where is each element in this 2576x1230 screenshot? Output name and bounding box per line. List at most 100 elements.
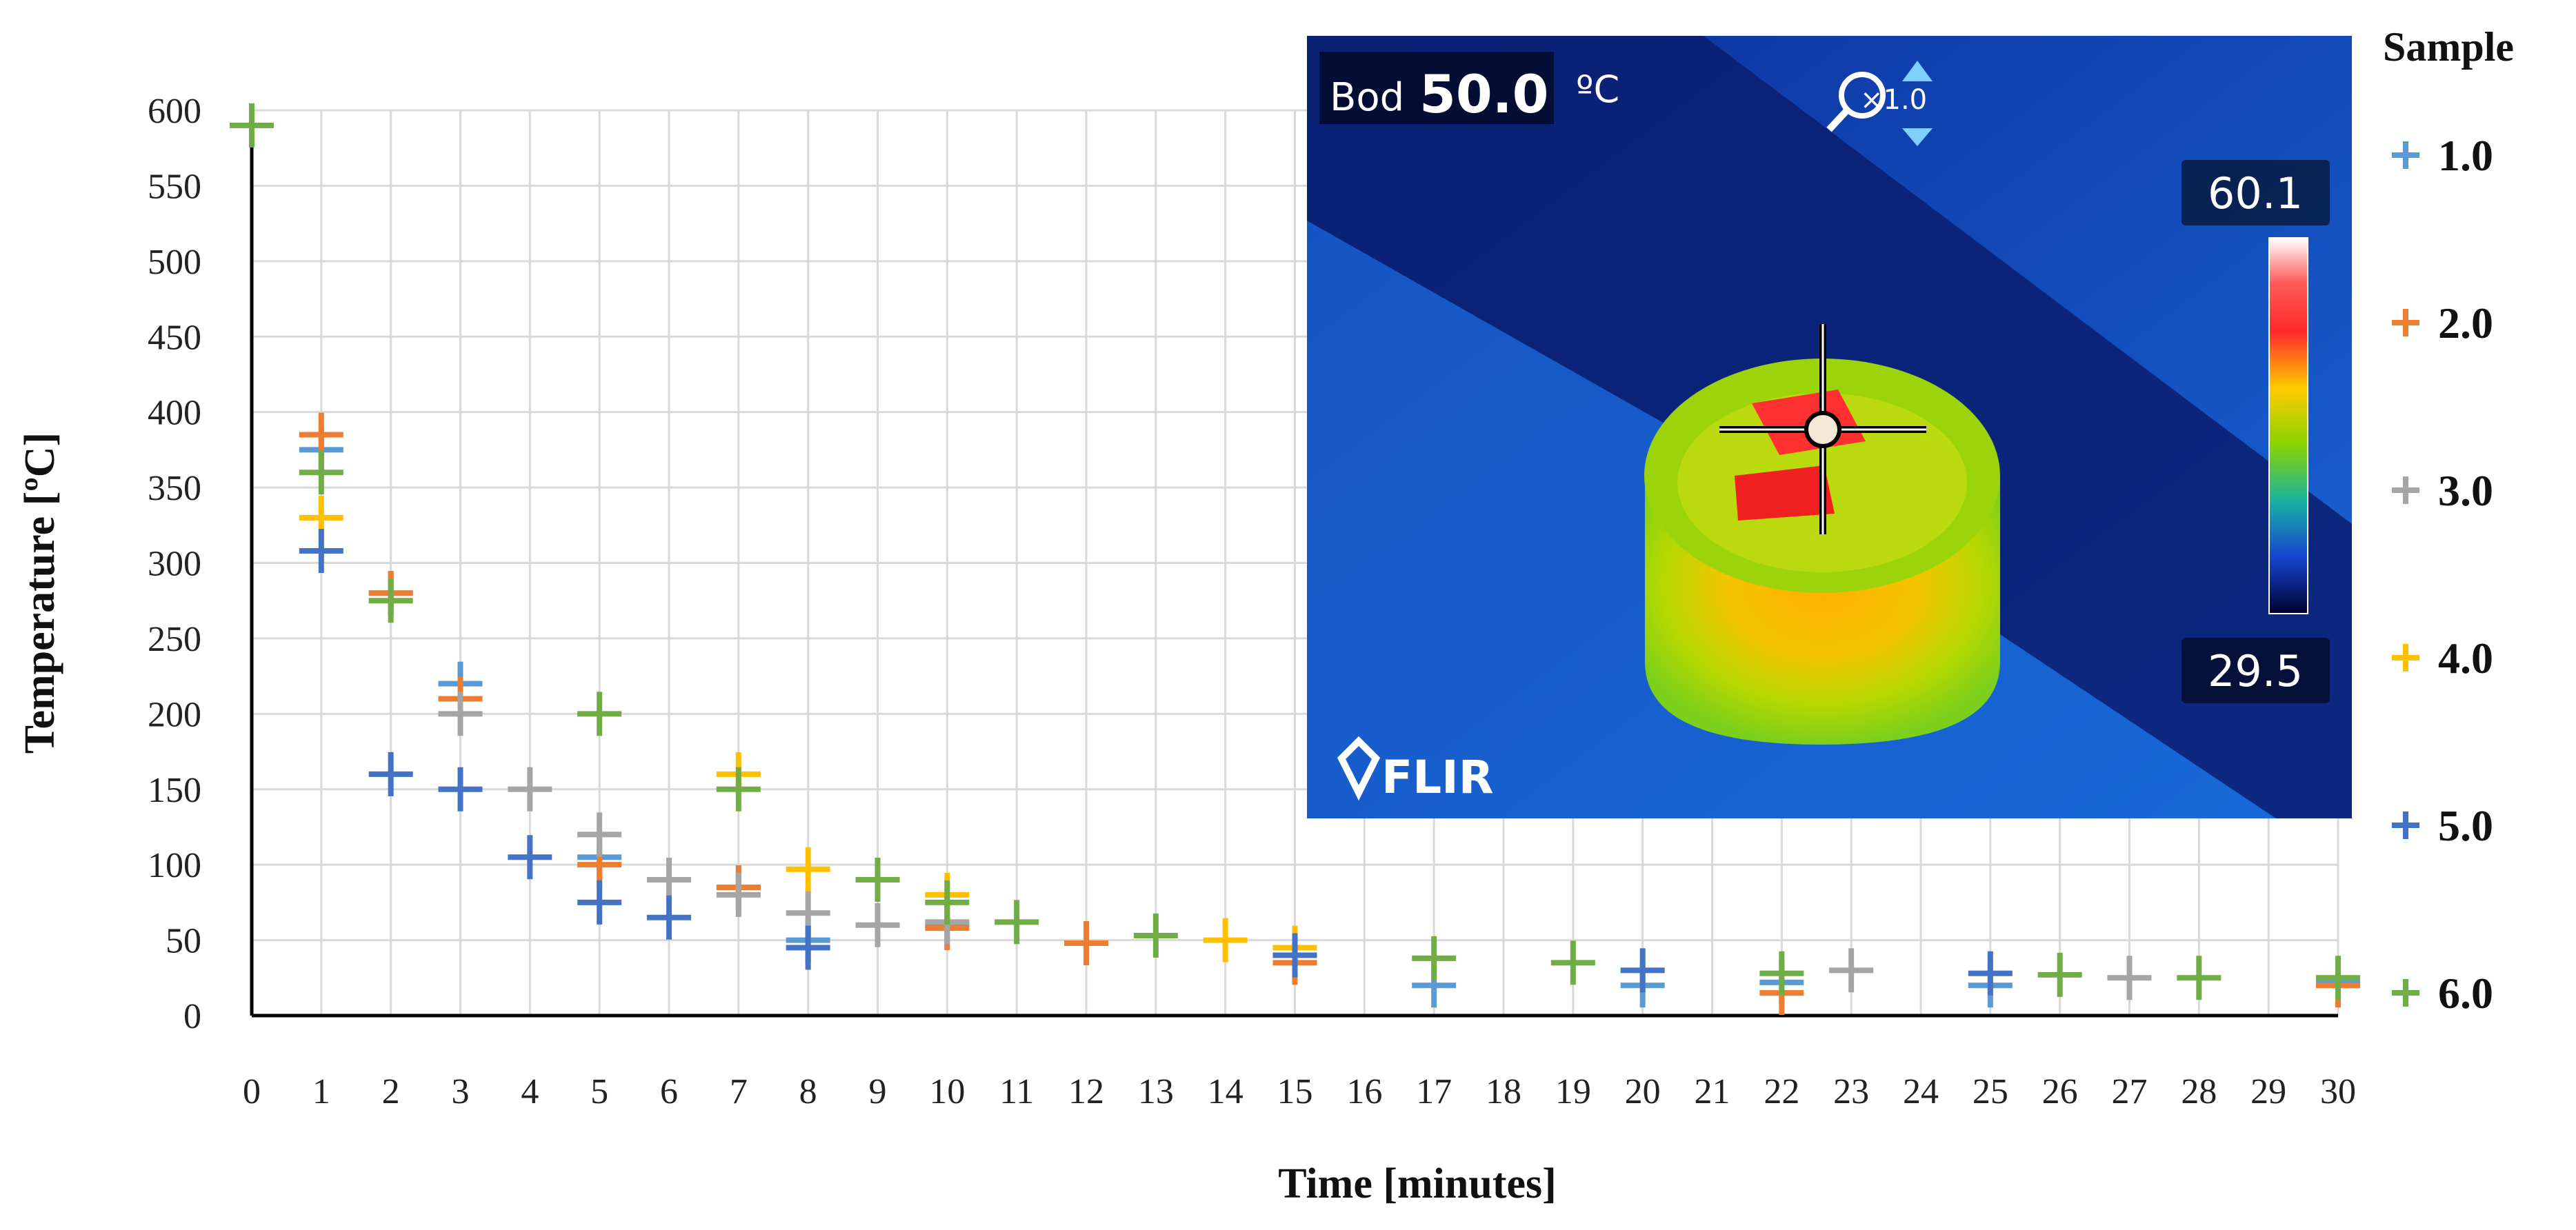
legend-label: 6.0 — [2438, 969, 2493, 1018]
data-point — [1968, 951, 2013, 996]
legend: 1.0 2.0 3.0 4.0 5.0 6.0 — [2392, 131, 2493, 1018]
x-tick-label: 19 — [1555, 1072, 1591, 1111]
legend-label: 1.0 — [2438, 131, 2493, 180]
y-tick-labels: 0 50 100 150 200 250 300 350 400 450 500 550 600 — [148, 92, 201, 1036]
data-point — [299, 450, 343, 495]
legend-item: 3.0 — [2392, 466, 2493, 515]
series-6.0 — [230, 103, 2360, 1000]
data-point — [577, 880, 622, 925]
data-point — [2316, 956, 2360, 1000]
data-point — [855, 858, 900, 903]
y-tick-label: 100 — [148, 846, 201, 885]
legend-item: 2.0 — [2392, 299, 2493, 347]
x-tick-label: 0 — [243, 1072, 261, 1111]
x-tick-label: 10 — [929, 1072, 965, 1111]
x-tick-label: 23 — [1833, 1072, 1869, 1111]
data-point — [647, 858, 691, 903]
data-point — [1620, 948, 1665, 993]
thermal-scale-max: 60.1 — [2208, 168, 2303, 219]
flir-logo: FLIR — [1337, 736, 1494, 804]
data-point — [299, 412, 343, 457]
y-tick-label: 250 — [148, 620, 201, 659]
x-tick-label: 16 — [1346, 1072, 1382, 1111]
data-point — [368, 578, 413, 623]
x-tick-label: 11 — [999, 1072, 1034, 1111]
thermal-scale-min: 29.5 — [2208, 646, 2303, 696]
data-point — [786, 847, 830, 891]
y-tick-label: 500 — [148, 243, 201, 282]
x-tick-label: 25 — [1973, 1072, 2008, 1111]
data-point — [2177, 956, 2221, 1000]
data-point — [1829, 948, 1874, 993]
data-point — [438, 692, 483, 736]
x-tick-label: 5 — [590, 1072, 608, 1111]
data-point — [508, 835, 552, 880]
x-tick-label: 20 — [1625, 1072, 1661, 1111]
x-tick-label: 4 — [521, 1072, 539, 1111]
data-point — [577, 692, 622, 736]
x-tick-label: 22 — [1764, 1072, 1799, 1111]
axes — [250, 110, 2338, 1018]
data-point — [299, 528, 343, 573]
x-tick-label: 30 — [2320, 1072, 2356, 1111]
data-point — [1064, 920, 1108, 965]
data-point — [368, 752, 413, 796]
crosshair-icon — [1719, 324, 1926, 534]
chevron-down-icon — [1902, 128, 1933, 146]
y-tick-label: 300 — [148, 545, 201, 584]
series-3.0 — [438, 692, 2152, 1000]
data-point — [995, 900, 1039, 945]
legend-label: 3.0 — [2438, 466, 2493, 515]
data-point — [2037, 952, 2082, 997]
legend-label: 4.0 — [2438, 634, 2493, 683]
legend-item: 5.0 — [2392, 801, 2493, 850]
zoom-icon — [1826, 61, 1933, 146]
data-point — [2107, 956, 2152, 1000]
y-tick-label: 50 — [166, 922, 201, 961]
data-point — [1203, 918, 1248, 962]
legend-label: 2.0 — [2438, 299, 2493, 347]
x-tick-label: 1 — [312, 1072, 330, 1111]
data-point — [925, 880, 970, 925]
x-tick-label: 12 — [1068, 1072, 1104, 1111]
data-point — [438, 767, 483, 811]
x-tick-label: 7 — [730, 1072, 748, 1111]
chevron-up-icon — [1902, 61, 1933, 81]
y-tick-label: 450 — [148, 318, 201, 357]
data-point — [508, 767, 552, 811]
x-tick-label: 9 — [869, 1072, 887, 1111]
x-tick-label: 6 — [660, 1072, 678, 1111]
legend-title: Sample — [2383, 24, 2514, 70]
x-tick-label: 28 — [2181, 1072, 2217, 1111]
thermal-mode-label: Bod — [1330, 75, 1404, 120]
x-tick-labels: 0 1 2 3 4 5 6 7 8 9 10 11 12 13 14 15 16 17 18 19 20 21 22 23 24… — [243, 1072, 2356, 1111]
data-point — [647, 895, 691, 940]
data-point — [716, 872, 761, 917]
x-tick-label: 17 — [1416, 1072, 1452, 1111]
y-tick-label: 200 — [148, 695, 201, 734]
x-axis-title: Time [minutes] — [1278, 1160, 1557, 1207]
data-point — [230, 103, 274, 148]
data-point — [786, 925, 830, 970]
svg-text:FLIR: FLIR — [1381, 751, 1494, 804]
y-tick-label: 550 — [148, 167, 201, 206]
data-point — [1272, 933, 1317, 978]
hot-spot — [1735, 465, 1835, 521]
x-tick-label: 3 — [452, 1072, 470, 1111]
y-tick-label: 600 — [148, 92, 201, 131]
y-tick-label: 0 — [183, 997, 201, 1036]
x-tick-label: 13 — [1138, 1072, 1174, 1111]
y-tick-label: 400 — [148, 394, 201, 433]
data-point — [1133, 914, 1178, 958]
thermal-zoom-label: ×1.0 — [1860, 84, 1927, 116]
x-tick-label: 21 — [1695, 1072, 1730, 1111]
data-point — [1759, 951, 1804, 996]
x-tick-label: 15 — [1277, 1072, 1313, 1111]
data-point — [855, 903, 900, 947]
x-tick-label: 26 — [2042, 1072, 2078, 1111]
x-tick-label: 2 — [382, 1072, 400, 1111]
series-5.0 — [299, 528, 2013, 996]
x-tick-label: 8 — [799, 1072, 817, 1111]
x-tick-label: 18 — [1486, 1072, 1521, 1111]
